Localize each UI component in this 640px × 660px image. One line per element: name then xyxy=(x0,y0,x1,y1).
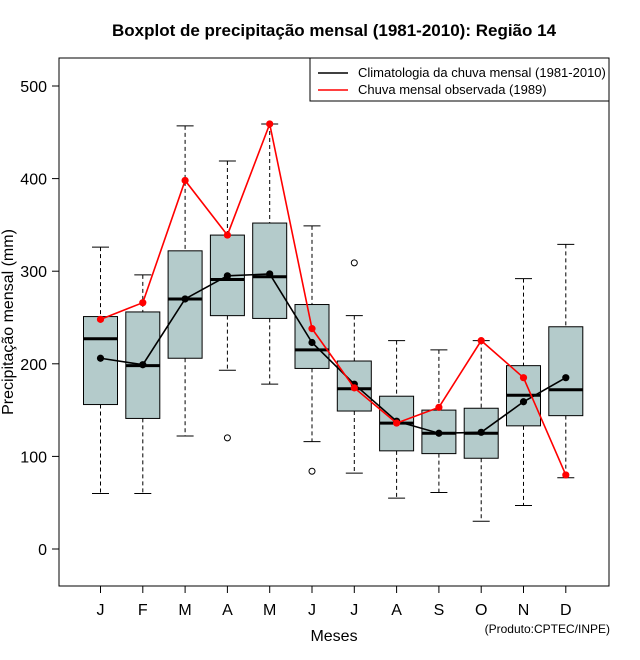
climatology-point xyxy=(223,272,231,280)
climatology-point xyxy=(96,354,105,362)
climatology-point xyxy=(139,361,147,369)
observed-point xyxy=(139,299,147,307)
x-tick-label: A xyxy=(391,602,402,619)
box xyxy=(548,326,584,417)
x-tick-label: F xyxy=(138,602,148,619)
observed-point xyxy=(181,176,189,185)
x-tick-label: J xyxy=(97,602,105,619)
x-axis-label: Meses xyxy=(310,628,357,645)
y-tick-label: 100 xyxy=(20,449,47,466)
observed-point xyxy=(519,374,528,382)
climatology-point xyxy=(519,398,528,406)
outlier-point xyxy=(308,467,316,475)
x-tick-label: M xyxy=(263,602,276,619)
observed-point xyxy=(393,419,401,427)
outlier-point xyxy=(350,259,358,267)
y-tick-label: 200 xyxy=(20,357,47,374)
climatology-point xyxy=(562,374,570,382)
climatology-point xyxy=(308,338,316,347)
observed-point xyxy=(477,337,485,345)
y-tick-label: 0 xyxy=(38,542,47,559)
climatology-line xyxy=(100,273,567,435)
x-tick-label: M xyxy=(178,602,191,619)
observed-point xyxy=(266,120,274,128)
climatology-point xyxy=(266,270,274,278)
climatology-point xyxy=(477,428,485,436)
observed-point xyxy=(223,231,231,239)
x-tick-label: J xyxy=(308,602,316,619)
y-tick-label: 300 xyxy=(20,264,47,281)
x-tick-label: N xyxy=(518,602,530,619)
chart-title: Boxplot de precipitação mensal (1981-201… xyxy=(112,21,557,40)
x-tick-label: D xyxy=(560,602,572,619)
observed-point xyxy=(96,315,105,323)
outlier-point xyxy=(223,434,231,442)
observed-point xyxy=(435,403,443,411)
legend-label: Climatologia da chuva mensal (1981-2010) xyxy=(358,65,606,80)
legend-box xyxy=(309,57,610,102)
plot-area: 0 100 200 300 400 500 J F M A M J J A S O N D Climatologia… xyxy=(20,57,610,619)
observed-point xyxy=(308,325,316,333)
box xyxy=(294,304,330,369)
credit-text: (Produto:CPTEC/INPE) xyxy=(485,622,610,636)
x-tick-label: S xyxy=(434,602,445,619)
climatology-point xyxy=(181,295,189,303)
x-tick-label: J xyxy=(350,602,358,619)
legend-label: Chuva mensal observada (1989) xyxy=(358,82,547,97)
observed-line xyxy=(100,121,567,476)
box xyxy=(167,250,203,359)
x-tick-label: A xyxy=(222,602,233,619)
y-axis-label: Precipitação mensal (mm) xyxy=(0,229,17,415)
y-tick-label: 400 xyxy=(20,172,47,189)
climatology-point xyxy=(435,429,443,437)
x-tick-label: O xyxy=(475,602,487,619)
y-tick-label: 500 xyxy=(20,79,47,96)
observed-point xyxy=(562,471,570,479)
observed-point xyxy=(350,384,358,392)
